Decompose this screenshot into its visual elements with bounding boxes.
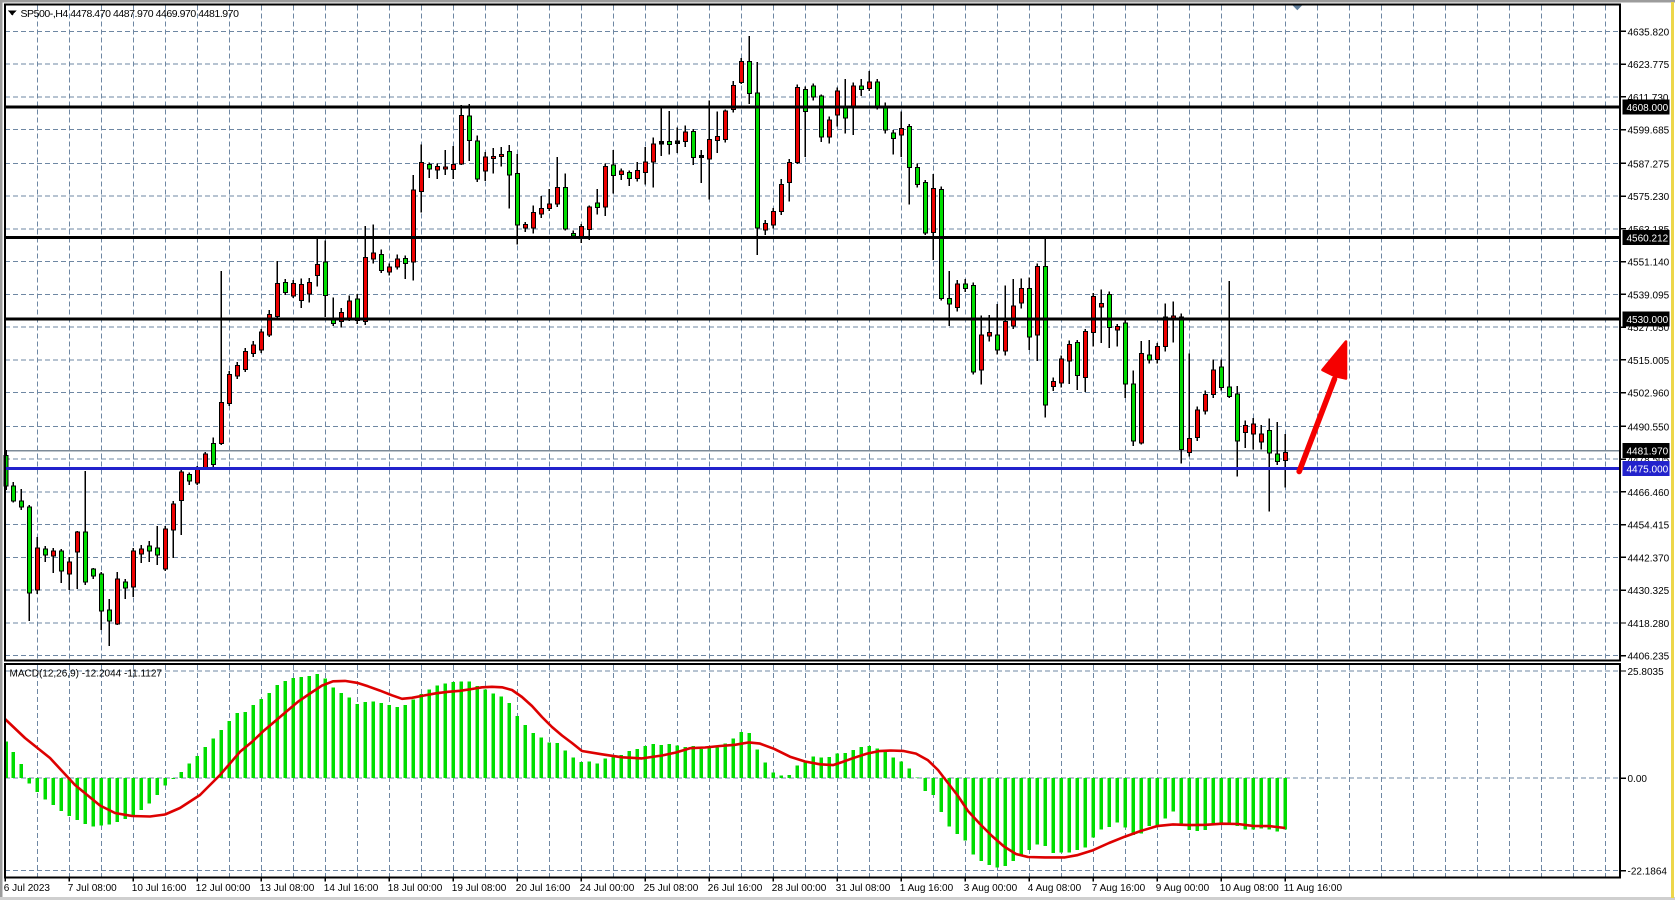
svg-text:4575.230: 4575.230 — [1628, 192, 1670, 203]
svg-text:4454.415: 4454.415 — [1628, 521, 1670, 532]
svg-text:12 Jul 00:00: 12 Jul 00:00 — [196, 883, 251, 894]
svg-text:10 Aug 08:00: 10 Aug 08:00 — [1220, 883, 1279, 894]
svg-text:4481.970: 4481.970 — [1627, 447, 1669, 458]
svg-text:4530.000: 4530.000 — [1627, 315, 1669, 326]
svg-text:4490.550: 4490.550 — [1628, 422, 1670, 433]
svg-text:31 Jul 08:00: 31 Jul 08:00 — [836, 883, 891, 894]
svg-text:4418.280: 4418.280 — [1628, 619, 1670, 630]
svg-text:24 Jul 00:00: 24 Jul 00:00 — [580, 883, 635, 894]
svg-text:4635.820: 4635.820 — [1628, 27, 1670, 38]
svg-text:14 Jul 16:00: 14 Jul 16:00 — [324, 883, 379, 894]
svg-text:-22.1864: -22.1864 — [1628, 867, 1668, 878]
svg-text:4478.505: 4478.505 — [1628, 455, 1670, 466]
svg-text:7 Aug 16:00: 7 Aug 16:00 — [1092, 883, 1146, 894]
svg-text:4475.000: 4475.000 — [1627, 465, 1669, 476]
svg-text:19 Jul 08:00: 19 Jul 08:00 — [452, 883, 507, 894]
svg-text:4560.212: 4560.212 — [1627, 233, 1669, 244]
svg-text:4551.140: 4551.140 — [1628, 258, 1670, 269]
svg-text:3 Aug 00:00: 3 Aug 00:00 — [964, 883, 1018, 894]
svg-text:9 Aug 00:00: 9 Aug 00:00 — [1156, 883, 1210, 894]
svg-text:0.00: 0.00 — [1628, 774, 1648, 785]
svg-text:1 Aug 16:00: 1 Aug 16:00 — [900, 883, 954, 894]
svg-text:13 Jul 08:00: 13 Jul 08:00 — [260, 883, 315, 894]
svg-text:SP500-,H4 4478.470 4487.970 4: SP500-,H4 4478.470 4487.970 4469.970 448… — [21, 8, 240, 20]
svg-text:4442.370: 4442.370 — [1628, 553, 1670, 564]
svg-text:7 Jul 08:00: 7 Jul 08:00 — [68, 883, 117, 894]
svg-text:26 Jul 16:00: 26 Jul 16:00 — [708, 883, 763, 894]
svg-text:4527.050: 4527.050 — [1628, 323, 1670, 334]
svg-text:18 Jul 00:00: 18 Jul 00:00 — [388, 883, 443, 894]
svg-text:4539.095: 4539.095 — [1628, 290, 1670, 301]
svg-text:28 Jul 00:00: 28 Jul 00:00 — [772, 883, 827, 894]
svg-text:4430.325: 4430.325 — [1628, 586, 1670, 597]
svg-text:4587.275: 4587.275 — [1628, 159, 1670, 170]
svg-text:6 Jul 2023: 6 Jul 2023 — [4, 883, 51, 894]
svg-text:20 Jul 16:00: 20 Jul 16:00 — [516, 883, 571, 894]
svg-text:25.8035: 25.8035 — [1628, 667, 1665, 678]
svg-text:4502.960: 4502.960 — [1628, 389, 1670, 400]
svg-text:4623.775: 4623.775 — [1628, 60, 1670, 71]
svg-text:4611.730: 4611.730 — [1628, 93, 1669, 104]
svg-text:MACD(12,26,9) -12.2044 -11.112: MACD(12,26,9) -12.2044 -11.1127 — [10, 669, 163, 680]
svg-text:10 Jul 16:00: 10 Jul 16:00 — [132, 883, 187, 894]
svg-text:4599.685: 4599.685 — [1628, 126, 1670, 137]
svg-text:4515.005: 4515.005 — [1628, 356, 1670, 367]
svg-text:4466.460: 4466.460 — [1628, 488, 1670, 499]
svg-text:25 Jul 08:00: 25 Jul 08:00 — [644, 883, 699, 894]
svg-text:4 Aug 08:00: 4 Aug 08:00 — [1028, 883, 1082, 894]
svg-text:4406.235: 4406.235 — [1628, 652, 1670, 663]
svg-text:11 Aug 16:00: 11 Aug 16:00 — [1284, 883, 1343, 894]
svg-text:4608.000: 4608.000 — [1627, 103, 1669, 114]
